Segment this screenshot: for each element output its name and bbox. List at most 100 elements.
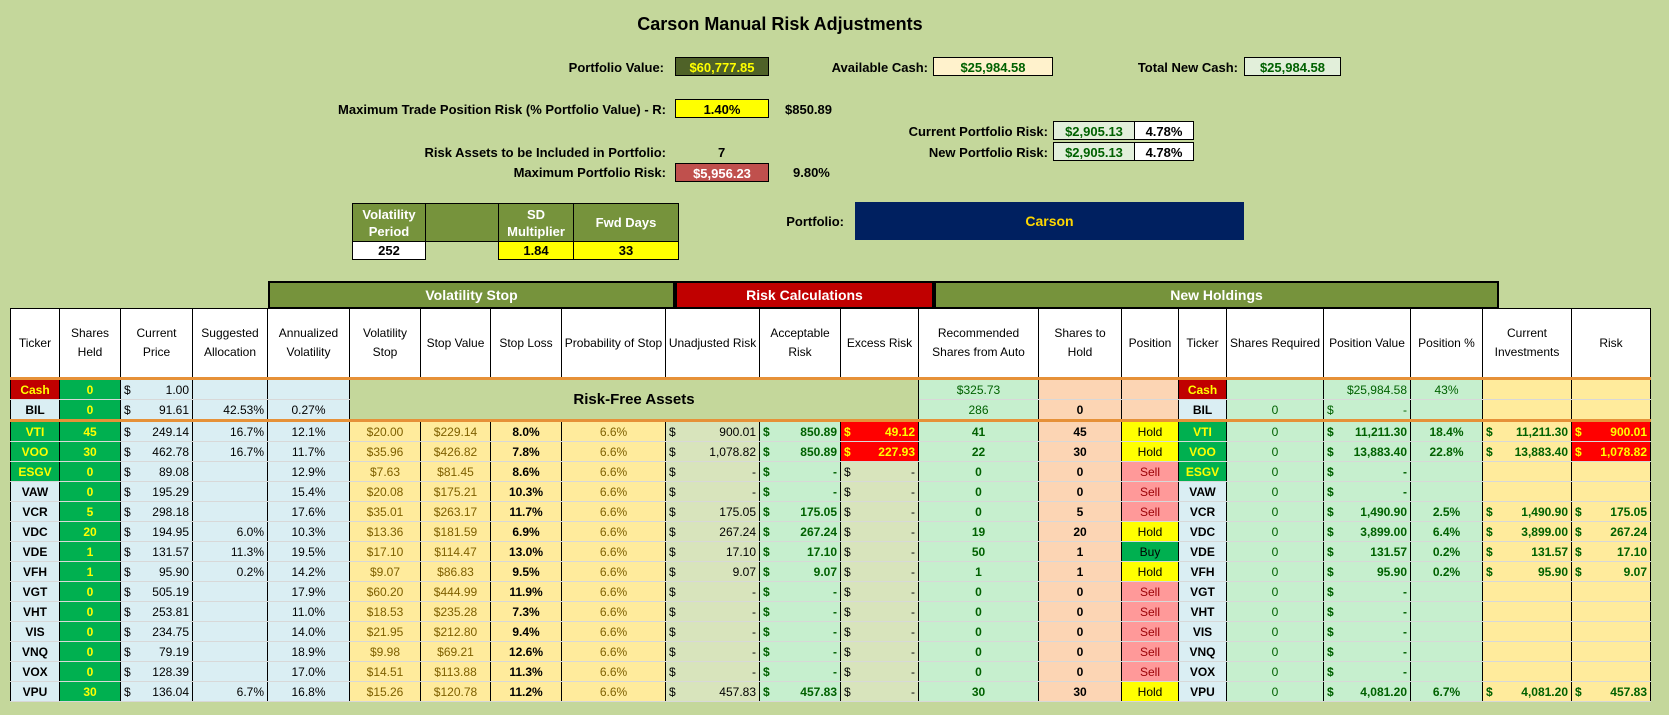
shares-to-hold-cell[interactable]: 30 xyxy=(1038,441,1122,462)
ticker-2-cell[interactable]: VDC xyxy=(1178,521,1227,542)
current-price-cell[interactable]: $131.57 xyxy=(120,541,193,562)
risk-cell[interactable] xyxy=(1571,641,1651,662)
ticker-cell[interactable]: VFH xyxy=(10,561,60,582)
recommended-shares-cell[interactable]: 0 xyxy=(918,601,1039,622)
position-value-cell[interactable]: $ - xyxy=(1323,641,1411,662)
stop-loss-cell[interactable]: 9.4% xyxy=(490,621,562,642)
excess-risk-cell[interactable]: $ - xyxy=(840,521,919,542)
volatility-stop-cell[interactable]: $35.96 xyxy=(349,441,421,462)
suggested-allocation-cell[interactable] xyxy=(192,661,268,682)
annualized-volatility-cell[interactable]: 11.0% xyxy=(267,601,350,622)
position-pct-cell[interactable]: 0.2% xyxy=(1410,541,1483,562)
current-investments-cell[interactable]: $1,490.90 xyxy=(1482,501,1572,522)
stop-value-cell[interactable]: $229.14 xyxy=(420,419,491,442)
position-cell[interactable]: Hold xyxy=(1121,561,1179,582)
recommended-shares-cell[interactable]: 0 xyxy=(918,501,1039,522)
excess-risk-cell[interactable]: $49.12 xyxy=(840,419,919,442)
portfolio-value-cell[interactable]: $60,777.85 xyxy=(675,57,769,76)
volatility-stop-cell[interactable]: $21.95 xyxy=(349,621,421,642)
probability-of-stop-cell[interactable]: 6.6% xyxy=(561,561,666,582)
risk-cell[interactable]: $457.83 xyxy=(1571,681,1651,702)
ticker-2-cell[interactable]: VOO xyxy=(1178,441,1227,462)
ticker-cell[interactable]: VIS xyxy=(10,621,60,642)
acceptable-risk-cell[interactable]: $175.05 xyxy=(759,501,841,522)
stop-value-cell[interactable]: $69.21 xyxy=(420,641,491,662)
stop-value-cell[interactable]: $181.59 xyxy=(420,521,491,542)
col-position-pct[interactable]: Position % xyxy=(1410,308,1483,379)
cash-ticker-2[interactable]: Cash xyxy=(1178,377,1227,400)
ticker-cell[interactable]: VHT xyxy=(10,601,60,622)
suggested-allocation-cell[interactable]: 16.7% xyxy=(192,441,268,462)
current-price-cell[interactable]: $95.90 xyxy=(120,561,193,582)
excess-risk-cell[interactable]: $227.93 xyxy=(840,441,919,462)
stop-loss-cell[interactable]: 8.0% xyxy=(490,419,562,442)
volatility-stop-cell[interactable]: $14.51 xyxy=(349,661,421,682)
recommended-shares-cell[interactable]: 0 xyxy=(918,481,1039,502)
position-cell[interactable]: Sell xyxy=(1121,461,1179,482)
col-suggested-allocation[interactable]: Suggested Allocation xyxy=(192,308,268,379)
volatility-stop-cell[interactable]: $9.98 xyxy=(349,641,421,662)
col-volatility-stop[interactable]: Volatility Stop xyxy=(349,308,421,379)
stop-loss-cell[interactable]: 12.6% xyxy=(490,641,562,662)
bil-price[interactable]: $91.61 xyxy=(120,399,193,421)
recommended-shares-cell[interactable]: 22 xyxy=(918,441,1039,462)
ticker-2-cell[interactable]: VPU xyxy=(1178,681,1227,702)
ticker-2-cell[interactable]: VCR xyxy=(1178,501,1227,522)
suggested-allocation-cell[interactable] xyxy=(192,461,268,482)
suggested-allocation-cell[interactable]: 16.7% xyxy=(192,419,268,442)
current-investments-cell[interactable] xyxy=(1482,481,1572,502)
shares-held-cell[interactable]: 5 xyxy=(59,501,121,522)
suggested-allocation-cell[interactable] xyxy=(192,641,268,662)
position-value-cell[interactable]: $131.57 xyxy=(1323,541,1411,562)
recommended-shares-cell[interactable]: 50 xyxy=(918,541,1039,562)
current-investments-cell[interactable] xyxy=(1482,621,1572,642)
shares-to-hold-cell[interactable]: 0 xyxy=(1038,461,1122,482)
current-price-cell[interactable]: $234.75 xyxy=(120,621,193,642)
current-price-cell[interactable]: $89.08 xyxy=(120,461,193,482)
probability-of-stop-cell[interactable]: 6.6% xyxy=(561,621,666,642)
unadjusted-risk-cell[interactable]: $1,078.82 xyxy=(665,441,760,462)
annualized-volatility-cell[interactable]: 12.9% xyxy=(267,461,350,482)
current-investments-cell[interactable]: $4,081.20 xyxy=(1482,681,1572,702)
position-value-cell[interactable]: $ - xyxy=(1323,621,1411,642)
ticker-2-cell[interactable]: VTI xyxy=(1178,419,1227,442)
cash-price[interactable]: $1.00 xyxy=(120,377,193,400)
unadjusted-risk-cell[interactable]: $ - xyxy=(665,621,760,642)
risk-cell[interactable]: $9.07 xyxy=(1571,561,1651,582)
acceptable-risk-cell[interactable]: $9.07 xyxy=(759,561,841,582)
annualized-volatility-cell[interactable]: 19.5% xyxy=(267,541,350,562)
excess-risk-cell[interactable]: $ - xyxy=(840,661,919,682)
risk-cell[interactable]: $900.01 xyxy=(1571,419,1651,442)
shares-required-cell[interactable]: 0 xyxy=(1226,601,1324,622)
annualized-volatility-cell[interactable]: 16.8% xyxy=(267,681,350,702)
shares-held-cell[interactable]: 0 xyxy=(59,461,121,482)
acceptable-risk-cell[interactable]: $457.83 xyxy=(759,681,841,702)
col-position[interactable]: Position xyxy=(1121,308,1179,379)
shares-required-cell[interactable]: 0 xyxy=(1226,481,1324,502)
shares-required-cell[interactable]: 0 xyxy=(1226,581,1324,602)
recommended-shares-cell[interactable]: 0 xyxy=(918,461,1039,482)
shares-held-cell[interactable]: 0 xyxy=(59,641,121,662)
suggested-allocation-cell[interactable]: 11.3% xyxy=(192,541,268,562)
new-portfolio-risk-pct[interactable]: 4.78% xyxy=(1134,142,1194,161)
unadjusted-risk-cell[interactable]: $17.10 xyxy=(665,541,760,562)
suggested-allocation-cell[interactable]: 6.7% xyxy=(192,681,268,702)
col-excess-risk[interactable]: Excess Risk xyxy=(840,308,919,379)
position-pct-cell[interactable] xyxy=(1410,601,1483,622)
cash-shares[interactable]: 0 xyxy=(59,377,121,400)
ticker-cell[interactable]: VTI xyxy=(10,419,60,442)
probability-of-stop-cell[interactable]: 6.6% xyxy=(561,681,666,702)
position-pct-cell[interactable]: 2.5% xyxy=(1410,501,1483,522)
stop-loss-cell[interactable]: 11.7% xyxy=(490,501,562,522)
recommended-shares-cell[interactable]: 0 xyxy=(918,621,1039,642)
current-investments-cell[interactable]: $131.57 xyxy=(1482,541,1572,562)
position-cell[interactable]: Sell xyxy=(1121,481,1179,502)
stop-loss-cell[interactable]: 10.3% xyxy=(490,481,562,502)
bil-allocation[interactable]: 42.53% xyxy=(192,399,268,421)
recommended-shares-cell[interactable]: 19 xyxy=(918,521,1039,542)
recommended-shares-cell[interactable]: 0 xyxy=(918,661,1039,682)
unadjusted-risk-cell[interactable]: $ - xyxy=(665,581,760,602)
acceptable-risk-cell[interactable]: $ - xyxy=(759,621,841,642)
annualized-volatility-cell[interactable]: 14.2% xyxy=(267,561,350,582)
col-unadjusted-risk[interactable]: Unadjusted Risk xyxy=(665,308,760,379)
